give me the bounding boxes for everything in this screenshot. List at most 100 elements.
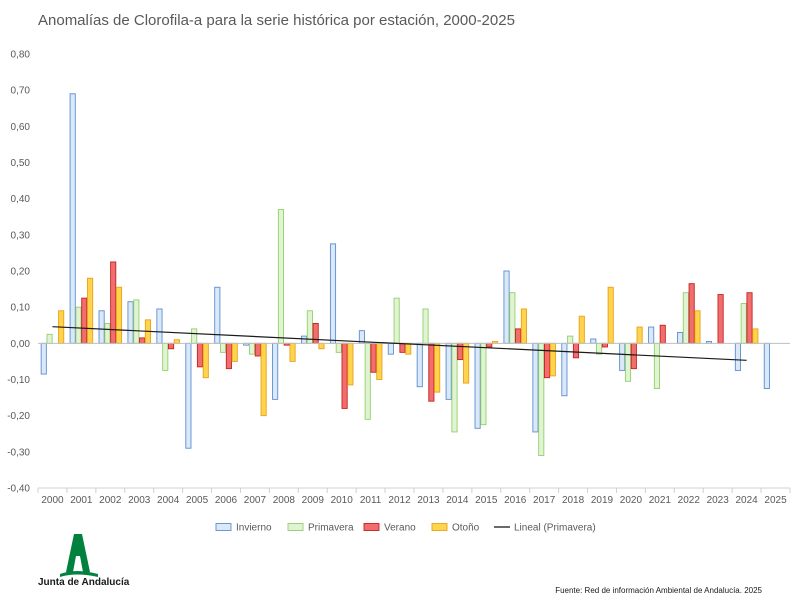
bar-invierno-2016 [503,270,510,344]
bar-invierno-2014 [445,342,452,400]
bar-verano-2019 [601,342,608,348]
bars-group [40,93,770,456]
bar-invierno-2013 [416,342,423,388]
bar-otoño-2011 [376,342,383,380]
trendline-primavera [52,326,747,361]
bar-verano-2022 [688,283,695,344]
x-tick-label: 2001 [70,495,93,506]
bar-otoño-2006 [231,342,238,362]
x-tick-label: 2002 [99,495,122,506]
x-tick-label: 2020 [620,495,643,506]
y-tick-label: -0,30 [7,447,30,458]
x-tick-label: 2007 [244,495,267,506]
bar-otoño-2004 [173,339,180,344]
y-tick-label: 0,50 [11,158,31,169]
bar-verano-2012 [399,342,406,353]
bar-otoño-2018 [578,315,585,344]
x-tick-label: 2003 [128,495,151,506]
bar-invierno-2019 [590,338,597,344]
y-tick-label: -0,10 [7,375,30,386]
x-tick-label: 2018 [562,495,585,506]
bar-verano-2006 [225,342,232,370]
x-tick-label: 2019 [591,495,614,506]
bar-primavera-2009 [306,310,313,344]
bar-primavera-2008 [277,209,285,344]
bar-verano-2003 [139,337,146,344]
bar-primavera-2013 [422,308,429,344]
bar-primavera-2005 [191,328,198,344]
x-tick-label: 2021 [649,495,672,506]
bar-verano-2002 [110,261,117,344]
bar-verano-2016 [515,328,522,344]
bar-verano-2001 [81,297,88,344]
bar-invierno-2025 [763,342,770,389]
y-tick-label: -0,20 [7,411,30,422]
x-tick-label: 2010 [331,495,354,506]
x-tick-label: 2024 [735,495,758,506]
x-tick-label: 2013 [417,495,440,506]
x-tick-label: 2005 [186,495,209,506]
x-tick-label: 2011 [360,495,382,506]
legend-label: Otoño [452,523,480,534]
legend: Invierno Primavera Verano Otoño Lineal (Prim… [215,523,596,534]
x-tick-label: 2017 [533,495,556,506]
bar-primavera-2007 [248,342,256,355]
logo-text: Junta de Andalucía [38,577,130,588]
bar-invierno-2001 [69,93,76,344]
bar-invierno-2022 [677,332,684,344]
y-tick-label: 0,30 [11,230,31,241]
bar-verano-2020 [630,342,637,370]
bar-verano-2011 [370,342,377,373]
bar-otoño-2020 [636,326,643,344]
bar-otoño-2024 [752,328,759,344]
bar-verano-2015 [486,342,493,348]
bar-primavera-2001 [75,306,82,344]
bar-invierno-2015 [474,342,481,429]
y-tick-label: 0,60 [11,122,31,133]
x-tick-label: 2006 [215,495,238,506]
bar-primavera-2004 [162,342,169,371]
bar-primavera-2014 [451,342,458,433]
bar-primavera-2020 [624,342,632,382]
bar-invierno-2021 [648,326,655,344]
bar-otoño-2017 [549,342,556,377]
bar-verano-2021 [659,324,666,344]
x-tick-label: 2014 [446,495,469,506]
axes-group: -0,40 -0,30 -0,20 -0,10 0,00 0,10 0,20 0,30 0,40… [7,50,791,506]
bar-invierno-2000 [40,342,47,375]
bar-primavera-2016 [509,292,516,344]
bar-otoño-2014 [463,342,470,384]
x-tick-label: 2004 [157,495,180,506]
bar-otoño-2005 [202,342,209,379]
bar-verano-2007 [254,342,261,357]
bar-primavera-2015 [480,342,487,426]
legend-swatch-verano [363,523,380,531]
y-tick-label: -0,40 [7,484,30,495]
bar-otoño-2001 [87,277,94,344]
x-tick-label: 2000 [41,495,64,506]
bar-verano-2005 [196,342,204,368]
bar-primavera-2018 [567,335,574,344]
bar-otoño-2013 [434,342,441,393]
bar-primavera-2017 [538,342,545,456]
letter-a-logo-icon [60,534,98,577]
x-tick-label: 2012 [388,495,411,506]
bar-primavera-2021 [653,342,660,389]
bar-invierno-2010 [329,243,337,344]
bar-otoño-2008 [289,342,296,362]
bar-verano-2010 [341,342,348,409]
bar-verano-2004 [167,342,175,350]
bar-invierno-2009 [301,335,308,344]
bar-primavera-2022 [682,292,689,344]
bar-invierno-2004 [156,308,163,344]
legend-swatch-invierno [215,523,232,531]
bar-otoño-2019 [607,286,614,344]
x-tick-label: 2009 [302,495,325,506]
bar-verano-2009 [312,322,319,344]
legend-swatch-otoño [431,523,448,531]
bar-otoño-2012 [405,342,412,355]
x-tick-label: 2022 [678,495,701,506]
chart-title: Anomalías de Clorofila-a para la serie h… [38,12,515,29]
bar-primavera-2000 [46,333,53,344]
